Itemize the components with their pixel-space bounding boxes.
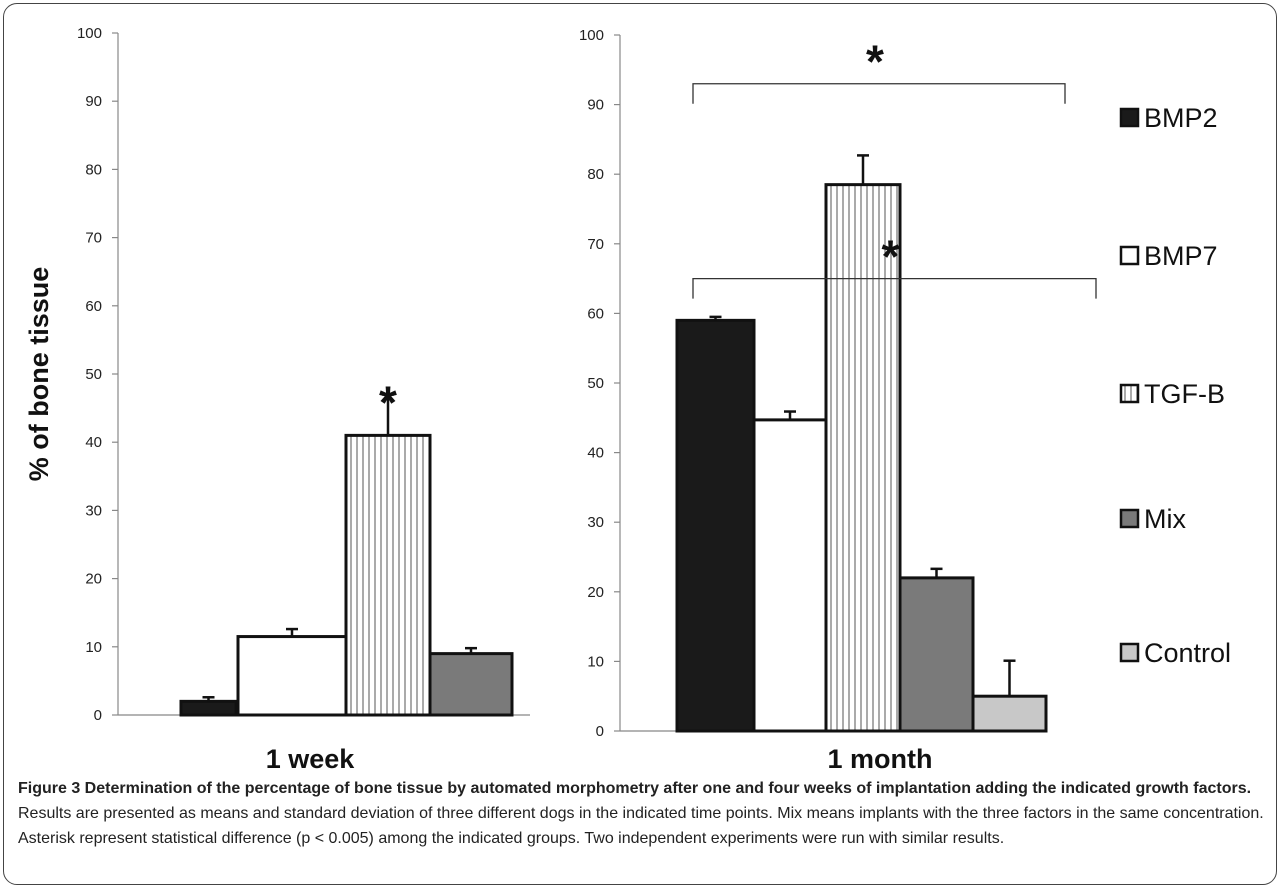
y-tick-label: 10 bbox=[85, 639, 102, 656]
significance-asterisk: * bbox=[866, 36, 884, 88]
y-tick-label: 60 bbox=[85, 298, 102, 315]
x-axis-label: 1 week bbox=[266, 744, 356, 774]
legend-swatch-mix bbox=[1119, 508, 1140, 529]
bar bbox=[675, 318, 756, 733]
y-tick-label: 50 bbox=[85, 366, 102, 383]
legend-swatch-bmp2 bbox=[1119, 107, 1140, 128]
bar bbox=[824, 183, 902, 733]
significance-asterisk: * bbox=[882, 231, 900, 283]
bar bbox=[752, 418, 828, 733]
significance-asterisk: * bbox=[379, 376, 397, 428]
bar bbox=[971, 694, 1048, 733]
significance-bracket bbox=[692, 83, 1066, 104]
legend-swatch-control bbox=[1119, 642, 1140, 663]
legend-swatch-tgf-b bbox=[1119, 383, 1140, 404]
y-tick-label: 0 bbox=[596, 723, 604, 740]
legend-label-tgf-b: TGF-B bbox=[1144, 379, 1225, 409]
y-tick-label: 100 bbox=[77, 25, 102, 42]
y-tick-label: 90 bbox=[85, 93, 102, 110]
y-tick-label: 60 bbox=[587, 305, 604, 322]
y-tick-label: 70 bbox=[587, 236, 604, 253]
bar bbox=[428, 652, 514, 717]
figure-frame bbox=[3, 3, 1277, 885]
y-tick-label: 0 bbox=[94, 707, 102, 724]
y-tick-label: 80 bbox=[587, 166, 604, 183]
legend-label-bmp7: BMP7 bbox=[1144, 241, 1218, 271]
y-tick-label: 30 bbox=[85, 502, 102, 519]
significance-bracket bbox=[692, 277, 1097, 299]
y-tick-label: 20 bbox=[85, 571, 102, 588]
x-axis-label: 1 month bbox=[828, 744, 933, 774]
legend-swatch-bmp7 bbox=[1119, 245, 1140, 266]
caption-body: Results are presented as means and stand… bbox=[18, 805, 1264, 847]
bar bbox=[179, 699, 238, 717]
chart-1-week: 0 10 20 30 40 50 60 70 80 90 100 * 1 week % of bone t… bbox=[24, 25, 530, 774]
bar bbox=[236, 635, 348, 717]
y-tick-label: 80 bbox=[85, 161, 102, 178]
y-tick-label: 90 bbox=[587, 97, 604, 114]
y-tick-label: 10 bbox=[587, 653, 604, 670]
y-tick-label: 50 bbox=[587, 375, 604, 392]
legend: BMP2 BMP7 TGF-B Mix Control bbox=[1119, 103, 1231, 668]
y-tick-label: 40 bbox=[85, 434, 102, 451]
y-tick-label: 100 bbox=[579, 27, 604, 44]
chart-1-month: 0 10 20 30 40 50 60 70 80 90 100 * * 1 month bbox=[579, 27, 1097, 774]
bar bbox=[898, 576, 975, 733]
y-tick-label: 40 bbox=[587, 445, 604, 462]
figure-caption: Figure 3 Determination of the percentage… bbox=[18, 776, 1268, 851]
y-tick-label: 20 bbox=[587, 584, 604, 601]
y-tick-label: 70 bbox=[85, 230, 102, 247]
caption-lead: Figure 3 Determination of the percentage… bbox=[18, 780, 1252, 797]
legend-label-mix: Mix bbox=[1144, 504, 1186, 534]
legend-label-control: Control bbox=[1144, 638, 1231, 668]
y-tick-label: 30 bbox=[587, 514, 604, 531]
bar bbox=[344, 433, 432, 717]
y-axis-label: % of bone tissue bbox=[24, 267, 54, 482]
legend-label-bmp2: BMP2 bbox=[1144, 103, 1218, 133]
